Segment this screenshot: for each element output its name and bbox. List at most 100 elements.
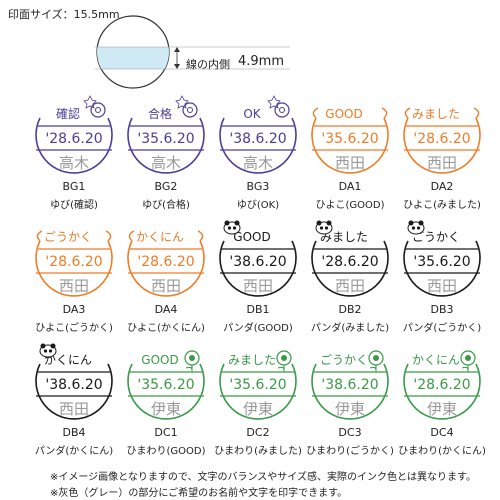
size-diagram: [95, 15, 290, 89]
stamp-name: 西田: [427, 154, 457, 172]
stamp-item[interactable]: かくにん '28.6.20 西田 DA4 ひよこ(かくにん): [122, 215, 210, 334]
stamp-name: 西田: [335, 277, 365, 295]
stamp-item[interactable]: GOOD '38.6.20 西田 DB1 パンダ(GOOD): [214, 215, 302, 334]
stamp-image: GOOD '38.6.20 西田: [219, 220, 297, 297]
stamp-image: OK '38.6.20 高木: [219, 95, 297, 174]
stamp-image: かくにん '28.6.20 伊東: [403, 350, 481, 420]
stamp-item[interactable]: かくにん '28.6.20 伊東 DC4 ひまわり(かくにん): [398, 338, 486, 457]
item-code: DA1: [338, 180, 362, 193]
stamp-item[interactable]: みました '28.6.20 西田 DB2 パンダ(みました): [306, 215, 394, 334]
impression-size-label: 印面サイズ：15.5mm: [8, 8, 120, 21]
stamp-name: 伊東: [335, 400, 365, 418]
item-code: DB2: [338, 303, 362, 316]
item-description: パンダ(かくにん): [34, 446, 114, 457]
inner-line-label: 線の内側: [186, 58, 230, 71]
item-description: ひよこ(GOOD): [315, 200, 385, 211]
stamp-top-text: ごうかく: [44, 229, 92, 244]
note-gray-area: ※灰色（グレー）の部分にご希望のお名前や文字を印字できます。: [50, 488, 348, 499]
stamp-item[interactable]: GOOD '35.6.20 西田 DA1 ひよこ(GOOD): [306, 92, 394, 211]
stamp-date: '35.6.20: [229, 377, 286, 393]
stamp-top-text: かくにん: [412, 353, 460, 367]
stamp-item[interactable]: ごうかく '28.6.20 西田 DA3 ひよこ(ごうかく): [30, 215, 118, 334]
stamp-item[interactable]: ごうかく '35.6.20 西田 DB3 パンダ(ごうかく): [398, 215, 486, 334]
stamp-date: '35.6.20: [413, 254, 470, 270]
item-code: DB1: [246, 303, 270, 316]
stamp-date: '28.6.20: [45, 131, 102, 147]
item-description: パンダ(みました): [310, 323, 390, 334]
item-code: DA4: [154, 303, 178, 316]
stamp-top-text: かくにん: [44, 353, 92, 367]
stamp-item[interactable]: ごうかく '38.6.20 伊東 DC3 ひまわり(ごうかく): [306, 338, 394, 457]
item-description: ひよこ(みました): [403, 200, 481, 211]
item-description: ひよこ(かくにん): [127, 323, 205, 334]
chick-icon: [36, 230, 112, 242]
item-code: DA2: [430, 180, 454, 193]
stamp-item[interactable]: OK '38.6.20 高木 BG3 ゆび(OK): [214, 92, 302, 211]
stamp-item[interactable]: みました '28.6.20 西田 DA2 ひよこ(みました): [398, 92, 486, 211]
stamp-item[interactable]: GOOD '35.6.20 伊東 DC1 ひまわり(GOOD): [122, 338, 210, 457]
stamp-name: 西田: [335, 154, 365, 172]
finger-icon: [175, 95, 198, 118]
sunflower-icon: [276, 350, 292, 372]
stamp-image: みました '35.6.20 伊東: [219, 350, 297, 420]
item-code: DB4: [62, 426, 86, 439]
stamp-image: GOOD '35.6.20 伊東: [127, 350, 205, 420]
stamp-name: 高木: [243, 154, 273, 172]
stamp-image: かくにん '28.6.20 西田: [127, 230, 205, 297]
item-description: ゆび(確認): [50, 200, 98, 211]
panda-icon: [407, 220, 425, 235]
item-code: DC4: [430, 426, 454, 439]
chick-icon: [312, 107, 388, 119]
stamp-name: 西田: [59, 400, 89, 418]
sunflower-icon: [368, 350, 384, 372]
stamp-date: '28.6.20: [137, 254, 194, 270]
stamp-top-text: ごうかく: [320, 352, 368, 367]
stamp-top-text: OK: [243, 107, 261, 121]
item-description: ひまわり(GOOD): [126, 446, 206, 457]
stamp-date: '38.6.20: [321, 377, 378, 393]
stamp-top-text: みました: [320, 230, 368, 244]
stamp-date: '38.6.20: [229, 254, 286, 270]
item-description: パンダ(GOOD): [223, 323, 293, 334]
item-code: DB3: [430, 303, 454, 316]
stamp-name: 西田: [243, 277, 273, 295]
stamp-item[interactable]: みました '35.6.20 伊東 DC2 ひまわり(みました): [214, 338, 302, 457]
stamp-name: 伊東: [151, 400, 181, 418]
panda-icon: [223, 220, 241, 235]
item-description: ひまわり(ごうかく): [306, 446, 394, 457]
stamp-top-text: 確認: [56, 106, 80, 121]
stamp-name: 西田: [151, 277, 181, 295]
stamp-top-text: ごうかく: [412, 229, 460, 244]
item-code: DC2: [246, 426, 270, 439]
stamp-top-text: みました: [228, 353, 276, 367]
stamp-image: みました '28.6.20 西田: [403, 107, 481, 174]
panda-icon: [315, 220, 333, 235]
stamp-image: 確認 '28.6.20 高木: [35, 95, 113, 174]
inner-line-value: 4.9mm: [238, 54, 285, 69]
panda-icon: [39, 343, 57, 358]
chick-icon: [404, 107, 480, 119]
item-code: BG3: [246, 180, 270, 193]
stamp-top-text: かくにん: [136, 230, 184, 244]
sunflower-icon: [460, 350, 476, 372]
sunflower-icon: [184, 350, 200, 372]
item-code: DC3: [338, 426, 362, 439]
item-code: DA3: [62, 303, 86, 316]
stamp-top-text: GOOD: [325, 107, 362, 121]
stamp-date: '38.6.20: [229, 131, 286, 147]
stamp-item[interactable]: 合格 '35.6.20 高木 BG2 ゆび(合格): [122, 92, 210, 211]
stamp-item[interactable]: かくにん '38.6.20 西田 DB4 パンダ(かくにん): [30, 338, 118, 457]
stamp-item[interactable]: 確認 '28.6.20 高木 BG1 ゆび(確認): [30, 92, 118, 211]
item-description: ひよこ(ごうかく): [35, 323, 113, 334]
stamp-top-text: GOOD: [233, 230, 270, 244]
stamp-image: みました '28.6.20 西田: [311, 220, 389, 297]
item-description: ひまわり(かくにん): [398, 446, 486, 457]
stamp-name: 高木: [151, 154, 181, 172]
stamp-top-text: GOOD: [141, 353, 178, 367]
stamp-image: かくにん '38.6.20 西田: [35, 343, 113, 420]
stamp-name: 高木: [59, 154, 89, 172]
stamp-top-text: 合格: [148, 106, 172, 121]
stamp-date: '35.6.20: [137, 377, 194, 393]
stamp-image: ごうかく '38.6.20 伊東: [311, 350, 389, 420]
item-description: ゆび(合格): [142, 200, 190, 211]
